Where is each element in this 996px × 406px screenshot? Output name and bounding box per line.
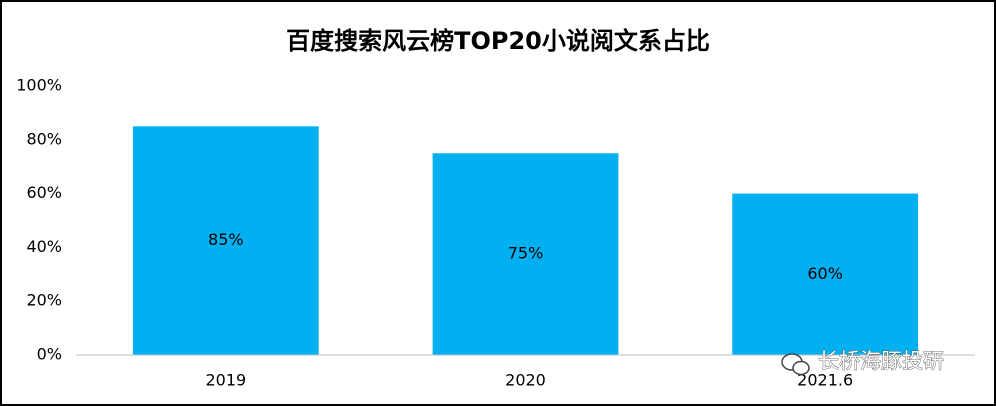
bar <box>432 153 619 355</box>
y-tick-label: 40% <box>26 237 62 256</box>
x-tick-label: 2021.6 <box>797 371 853 390</box>
data-label: 75% <box>508 244 544 263</box>
y-tick-label: 0% <box>37 345 62 364</box>
data-label: 85% <box>208 230 244 249</box>
y-tick-label: 20% <box>26 291 62 310</box>
y-tick-label: 80% <box>26 129 62 148</box>
wechat-icon <box>781 353 810 376</box>
bar <box>132 126 319 355</box>
chart-title: 百度搜索风云榜TOP20小说阅文系占比 <box>286 27 710 55</box>
y-tick-label: 60% <box>26 183 62 202</box>
bar <box>732 193 919 355</box>
y-tick-label: 100% <box>16 76 62 95</box>
x-tick-label: 2020 <box>505 371 546 390</box>
watermark: 长桥海豚投研 <box>818 349 944 373</box>
data-label: 60% <box>807 264 843 283</box>
x-tick-label: 2019 <box>205 371 246 390</box>
